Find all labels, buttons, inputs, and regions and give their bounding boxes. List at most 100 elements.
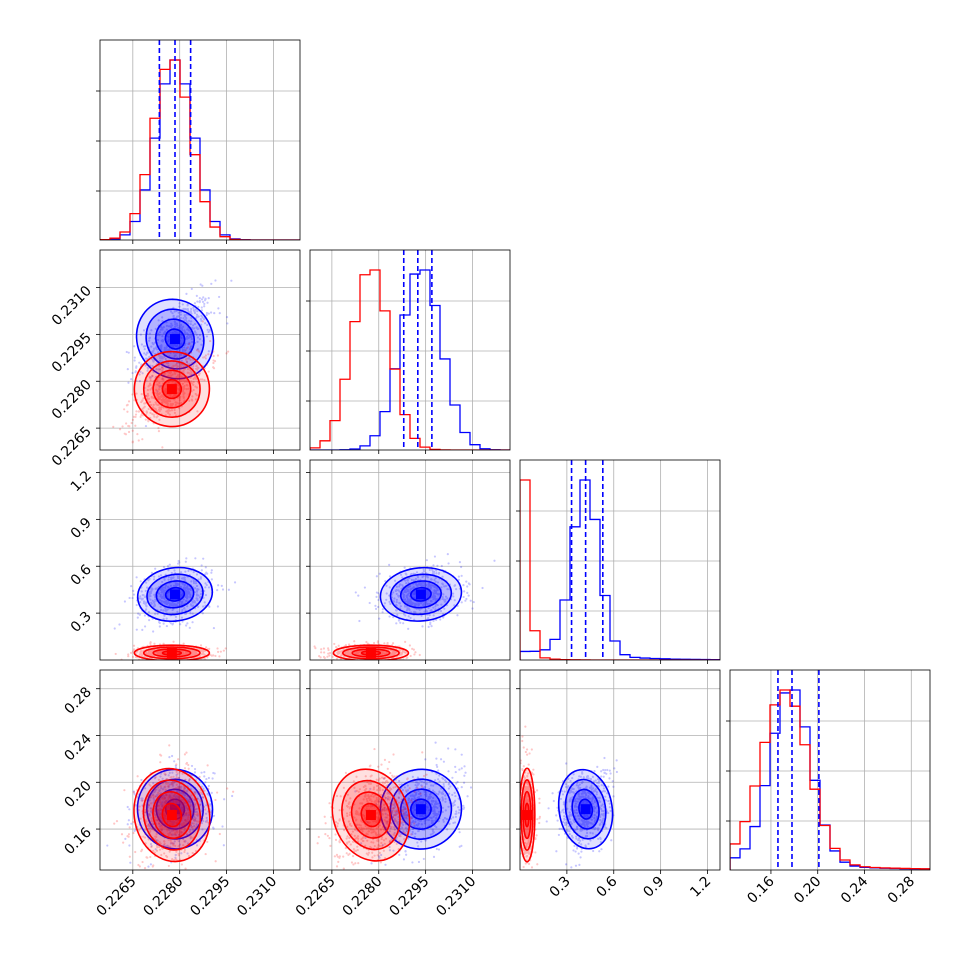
scatter-point	[134, 425, 136, 427]
scatter-point	[463, 782, 465, 784]
scatter-point	[493, 560, 495, 562]
scatter-point	[379, 573, 381, 575]
scatter-point	[132, 419, 134, 421]
scatter-point	[327, 652, 329, 654]
scatter-point	[150, 641, 152, 643]
scatter-point	[116, 820, 118, 822]
scatter-point	[215, 860, 217, 862]
scatter-point	[128, 425, 130, 427]
scatter-point	[208, 312, 210, 314]
scatter-point	[210, 311, 212, 313]
scatter-point	[213, 815, 215, 817]
scatter-point	[152, 630, 154, 632]
scatter-point	[128, 819, 130, 821]
scatter-point	[434, 555, 436, 557]
scatter-point	[225, 647, 227, 649]
scatter-point	[413, 653, 415, 655]
y-tick-label: 0.28	[61, 684, 94, 717]
scatter-point	[187, 346, 189, 348]
scatter-point	[127, 382, 129, 384]
scatter-point	[133, 645, 135, 647]
y-tick-label: 0.20	[61, 778, 94, 811]
scatter-point	[232, 791, 234, 793]
scatter-point	[377, 592, 379, 594]
scatter-point	[131, 597, 133, 599]
scatter-point	[210, 572, 212, 574]
scatter-point	[205, 566, 207, 568]
scatter-point	[141, 861, 143, 863]
scatter-point	[216, 589, 218, 591]
scatter-point	[409, 644, 411, 646]
scatter-point	[147, 866, 149, 868]
scatter-point	[413, 648, 415, 650]
scatter-point	[222, 588, 224, 590]
scatter-point	[227, 350, 229, 352]
scatter-point	[159, 625, 161, 627]
panel-content	[98, 279, 232, 448]
scatter-point	[205, 853, 207, 855]
scatter-point	[218, 655, 220, 657]
scatter-point	[428, 626, 430, 628]
scatter-point	[402, 622, 404, 624]
scatter-point	[201, 285, 203, 287]
scatter-point	[122, 871, 124, 873]
scatter-point	[207, 764, 209, 766]
scatter-point	[206, 841, 208, 843]
scatter-point	[320, 648, 322, 650]
scatter-point	[177, 563, 179, 565]
scatter-point	[392, 642, 394, 644]
scatter-point	[443, 761, 445, 763]
scatter-point	[435, 758, 437, 760]
scatter-point	[208, 297, 210, 299]
scatter-point	[459, 831, 461, 833]
scatter-point	[136, 604, 138, 606]
scatter-point	[146, 871, 148, 873]
scatter-point	[141, 438, 143, 440]
scatter-point	[399, 622, 401, 624]
scatter-point	[127, 404, 129, 406]
scatter-point	[210, 283, 212, 285]
scatter-point	[358, 620, 360, 622]
y-tick-label: 0.16	[61, 825, 94, 858]
scatter-point	[114, 627, 116, 629]
scatter-point	[168, 756, 170, 758]
scatter-point	[128, 833, 130, 835]
scatter-point	[205, 646, 207, 648]
scatter-point	[170, 622, 172, 624]
scatter-point	[124, 838, 126, 840]
scatter-point	[201, 298, 203, 300]
panel-frame	[100, 460, 300, 660]
scatter-point	[458, 576, 460, 578]
scatter-point	[388, 564, 390, 566]
scatter-point	[137, 617, 139, 619]
scatter-point	[411, 861, 413, 863]
scatter-point	[188, 768, 190, 770]
scatter-point	[473, 601, 475, 603]
scatter-point	[127, 653, 129, 655]
scatter-point	[403, 858, 405, 860]
scatter-point	[134, 357, 136, 359]
scatter-point	[119, 428, 121, 430]
scatter-point	[208, 370, 210, 372]
scatter-point	[423, 858, 425, 860]
scatter-point	[471, 607, 473, 609]
scatter-point	[147, 420, 149, 422]
scatter-point	[145, 425, 147, 427]
scatter-point	[462, 584, 464, 586]
scatter-point	[186, 622, 188, 624]
scatter-point	[375, 608, 377, 610]
scatter-point	[219, 312, 221, 314]
scatter-point	[214, 360, 216, 362]
scatter-point	[167, 565, 169, 567]
scatter-point	[463, 765, 465, 767]
scatter-point	[125, 433, 127, 435]
scatter-point	[206, 302, 208, 304]
scatter-point	[196, 295, 198, 297]
y-tick-label: 0.2295	[49, 330, 95, 376]
scatter-point	[123, 408, 125, 410]
scatter-point	[466, 592, 468, 594]
scatter-point	[182, 877, 184, 879]
